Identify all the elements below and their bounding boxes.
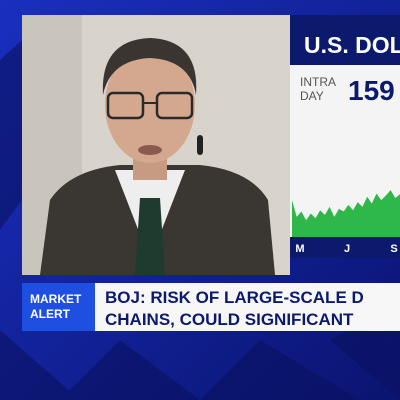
period-label: DAY (300, 89, 324, 103)
headline: BOJ: RISK OF LARGE-SCALE D (105, 288, 364, 307)
panel-title: U.S. DOLL (304, 32, 400, 58)
price-area (292, 190, 400, 237)
headline-box (95, 283, 400, 331)
x-label: S (390, 243, 397, 255)
chart-axis (290, 237, 400, 258)
alert-tag-text: MARKET (30, 292, 82, 306)
alert-tag-text: ALERT (30, 307, 71, 321)
price: 159 (348, 75, 395, 106)
x-label: M (295, 243, 304, 255)
price-chart (292, 190, 400, 237)
period-label: INTRA (300, 75, 336, 89)
alert-tag (22, 283, 95, 331)
x-label: J (344, 243, 350, 255)
video-feed (22, 15, 290, 275)
headline: CHAINS, COULD SIGNIFICANT (105, 310, 354, 329)
panel-header (290, 15, 400, 65)
